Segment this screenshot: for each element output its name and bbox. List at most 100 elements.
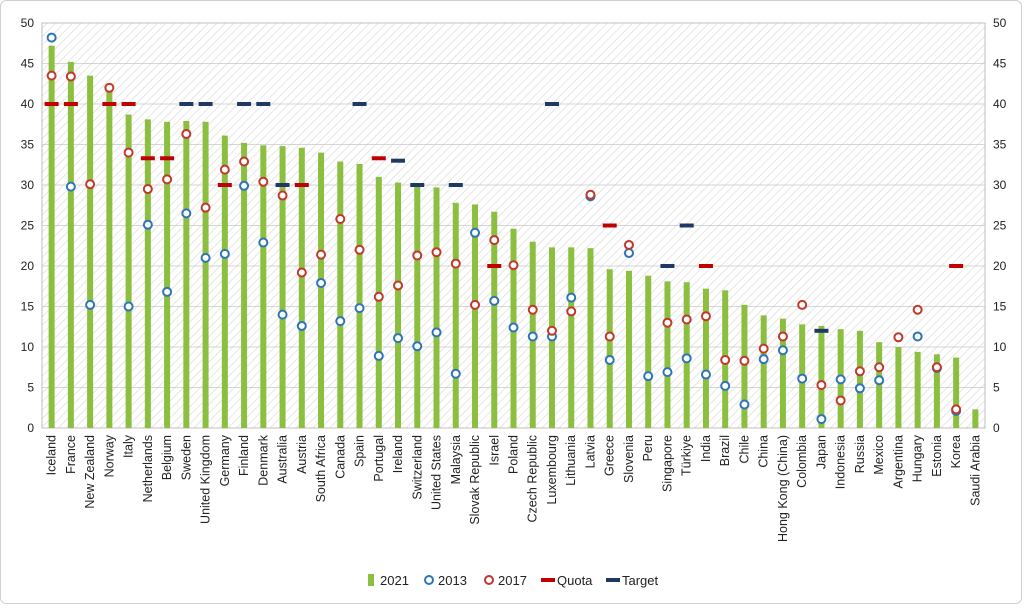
- bar-malaysia: [452, 202, 459, 428]
- y-tick-label-right: 35: [993, 138, 1007, 152]
- quota-marker-iceland: [44, 102, 59, 106]
- marker-2017-latvia: [585, 189, 596, 200]
- marker-2017-czech-republic: [527, 304, 538, 315]
- quota-marker-portugal: [371, 156, 386, 161]
- marker-2013-new-zealand: [85, 299, 96, 310]
- marker-2013-indonesia: [835, 374, 846, 385]
- bar-switzerland: [414, 184, 421, 428]
- bar-estonia: [933, 354, 940, 428]
- marker-2017-luxembourg: [546, 325, 557, 336]
- x-tick-label: Ireland: [391, 435, 405, 473]
- y-tick-label: 45: [21, 57, 35, 71]
- y-tick-label: 5: [27, 381, 34, 395]
- quota-marker-greece: [602, 223, 617, 228]
- legend-swatch: [424, 575, 434, 585]
- bar-sweden: [183, 121, 190, 428]
- x-tick-label: Luxembourg: [545, 435, 559, 505]
- target-marker-finland: [237, 102, 252, 106]
- marker-2013-israel: [489, 295, 500, 306]
- bar-israel: [491, 211, 498, 428]
- quota-marker-india: [698, 264, 713, 268]
- y-axis-left: 0 5 10 15 20 25 30 35 40 45 50: [21, 16, 35, 435]
- marker-2013-united-kingdom: [200, 252, 211, 263]
- x-tick-label: Singapore: [660, 435, 674, 492]
- marker-2017-sweden: [181, 128, 192, 139]
- bar-ireland: [395, 182, 402, 428]
- marker-2017-finland: [239, 156, 250, 167]
- y-tick-label: 20: [21, 259, 35, 273]
- y-tick-label-right: 45: [993, 57, 1007, 71]
- x-tick-label: Finland: [237, 435, 251, 476]
- marker-2013-greece: [604, 354, 615, 365]
- marker-2017-korea: [951, 404, 962, 415]
- marker-2013-russia: [854, 383, 865, 394]
- x-tick-label: Colombia: [795, 435, 809, 488]
- legend-label: Target: [622, 573, 659, 588]
- quota-marker-korea: [949, 264, 964, 268]
- x-tick-label: Japan: [814, 435, 828, 469]
- y-tick-label: 10: [21, 340, 35, 354]
- target-marker-sweden: [179, 102, 194, 106]
- marker-2017-belgium: [162, 174, 173, 185]
- x-tick-label: Czech Republic: [526, 435, 540, 523]
- bar-new-zealand: [87, 75, 94, 429]
- bar-australia: [279, 146, 286, 428]
- marker-2017-slovenia: [623, 239, 634, 250]
- marker-2013-sweden: [181, 208, 192, 219]
- bar-norway: [106, 91, 113, 428]
- marker-2017-indonesia: [835, 395, 846, 406]
- x-tick-label: Latvia: [583, 435, 597, 468]
- bar-united-states: [433, 187, 440, 428]
- marker-2013-peru: [643, 371, 654, 382]
- x-tick-label: Slovenia: [622, 435, 636, 483]
- marker-2017-greece: [604, 331, 615, 342]
- marker-2017-spain: [354, 244, 365, 255]
- marker-2013-ireland: [393, 333, 404, 344]
- marker-2017-germany: [219, 164, 230, 175]
- marker-2013-colombia: [797, 373, 808, 384]
- marker-2017-poland: [508, 260, 519, 271]
- bar-south-africa: [318, 152, 325, 428]
- target-marker-ireland: [391, 158, 406, 163]
- marker-2017-lithuania: [566, 306, 577, 317]
- x-tick-label: United Kingdom: [199, 435, 213, 524]
- marker-2017-hungary: [912, 304, 923, 315]
- marker-2017-t-rkiye: [681, 314, 692, 325]
- quota-marker-austria: [294, 183, 309, 187]
- legend-item-2021: 2021: [368, 573, 409, 588]
- bar-netherlands: [144, 119, 151, 428]
- y-tick-label-right: 25: [993, 219, 1007, 233]
- y-tick-label-right: 30: [993, 178, 1007, 192]
- bar-portugal: [375, 176, 382, 428]
- bar-greece: [606, 269, 613, 428]
- quota-marker-israel: [487, 264, 502, 268]
- x-tick-label: Lithuania: [564, 435, 578, 486]
- quota-marker-netherlands: [140, 156, 155, 161]
- marker-2017-hong-kong-china: [777, 331, 788, 342]
- quota-marker-germany: [217, 183, 232, 187]
- x-tick-label: Spain: [353, 435, 367, 467]
- marker-2013-slovak-republic: [470, 227, 481, 238]
- marker-2017-austria: [296, 267, 307, 278]
- y-tick-label: 25: [21, 219, 35, 233]
- marker-2017-iceland: [46, 70, 57, 81]
- marker-2013-mexico: [874, 375, 885, 386]
- y-tick-label-right: 10: [993, 340, 1007, 354]
- target-marker-denmark: [256, 102, 271, 106]
- legend-swatch: [606, 578, 620, 582]
- bar-japan: [818, 325, 825, 428]
- marker-2013-portugal: [373, 350, 384, 361]
- marker-2013-singapore: [662, 367, 673, 378]
- marker-2017-china: [758, 343, 769, 354]
- x-tick-label: Malaysia: [449, 435, 463, 484]
- x-tick-label: France: [64, 435, 78, 474]
- y-tick-label-right: 0: [993, 421, 1000, 435]
- marker-2017-united-states: [431, 247, 442, 258]
- bar-peru: [645, 275, 652, 428]
- marker-2017-italy: [123, 147, 134, 158]
- x-tick-label: Argentina: [891, 435, 905, 489]
- marker-2017-japan: [816, 380, 827, 391]
- marker-2013-slovenia: [623, 248, 634, 259]
- bar-spain: [356, 163, 363, 428]
- bar-latvia: [587, 248, 594, 428]
